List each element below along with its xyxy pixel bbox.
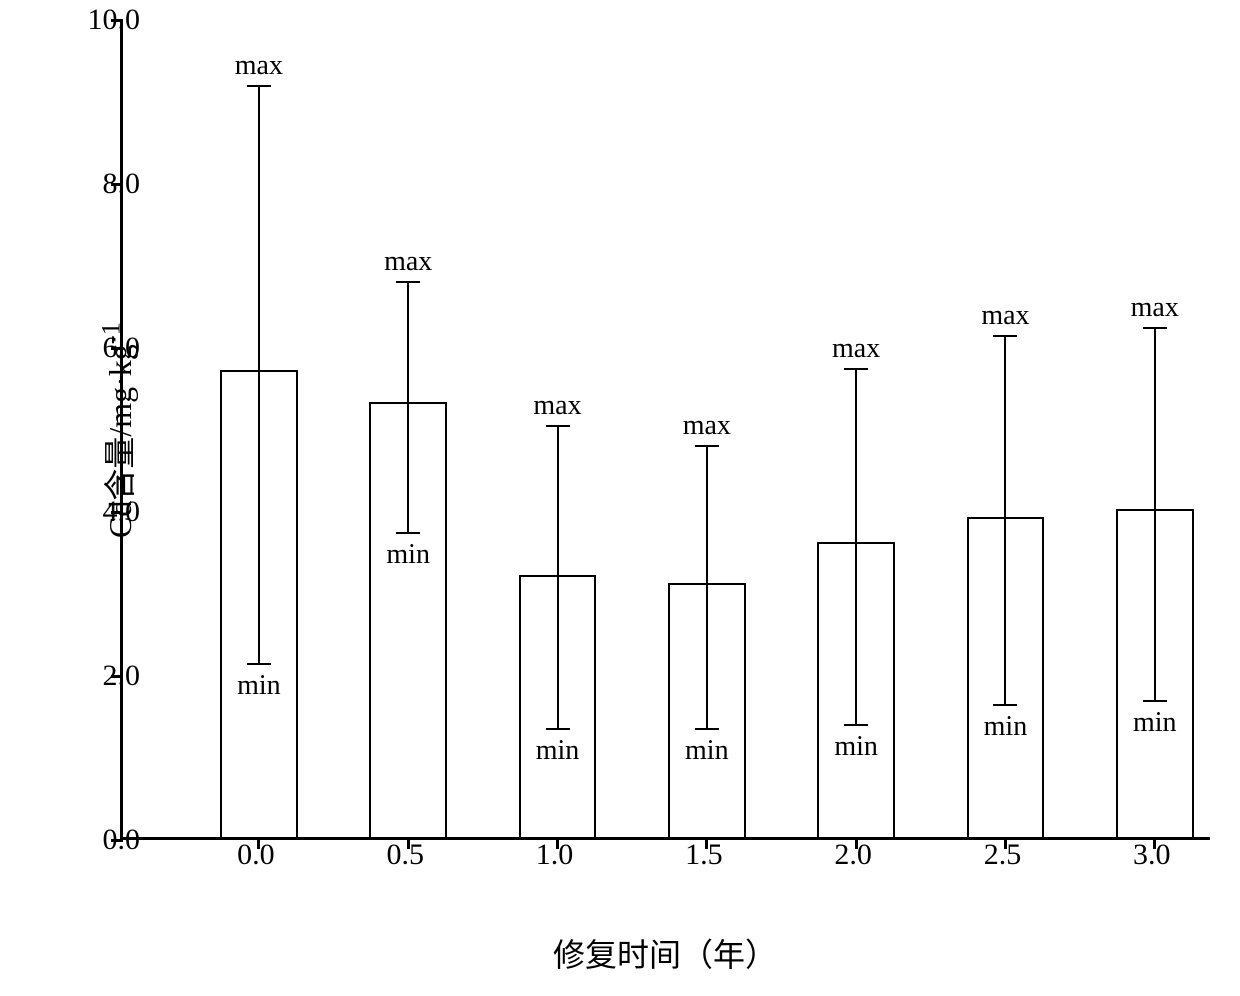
- y-tick-label: 4.0: [103, 495, 141, 529]
- error-cap: [396, 532, 420, 534]
- error-cap: [844, 724, 868, 726]
- error-cap: [695, 728, 719, 730]
- error-cap: [247, 663, 271, 665]
- x-tick-label: 2.5: [984, 838, 1022, 872]
- error-cap: [546, 425, 570, 427]
- max-label: max: [683, 410, 731, 442]
- error-cap: [546, 728, 570, 730]
- error-bar: [1004, 336, 1006, 705]
- error-cap: [1143, 700, 1167, 702]
- min-label: min: [386, 539, 430, 571]
- x-tick-label: 0.0: [237, 838, 275, 872]
- error-cap: [993, 335, 1017, 337]
- error-bar: [1154, 328, 1156, 701]
- x-tick-label: 2.0: [834, 838, 872, 872]
- error-cap: [844, 368, 868, 370]
- chart-container: max min max min max min max min max min max min max m…: [120, 20, 1210, 840]
- error-cap: [247, 85, 271, 87]
- y-tick-label: 0.0: [103, 823, 141, 857]
- error-cap: [396, 281, 420, 283]
- x-tick-label: 3.0: [1133, 838, 1171, 872]
- max-label: max: [981, 300, 1029, 332]
- min-label: min: [237, 670, 281, 702]
- error-cap: [695, 445, 719, 447]
- error-cap: [993, 704, 1017, 706]
- error-cap: [1143, 327, 1167, 329]
- y-tick-label: 8.0: [103, 167, 141, 201]
- x-axis-title: 修复时间（年）: [553, 930, 777, 976]
- max-label: max: [832, 333, 880, 365]
- min-label: min: [1133, 707, 1177, 739]
- min-label: min: [536, 735, 580, 767]
- max-label: max: [235, 50, 283, 82]
- min-label: min: [984, 711, 1028, 743]
- x-tick-label: 0.5: [386, 838, 424, 872]
- error-bar: [855, 369, 857, 726]
- min-label: min: [685, 735, 729, 767]
- error-bar: [407, 282, 409, 532]
- plot-area: max min max min max min max min max min max min max m…: [120, 20, 1210, 840]
- max-label: max: [384, 246, 432, 278]
- error-bar: [706, 446, 708, 729]
- y-tick-label: 2.0: [103, 659, 141, 693]
- min-label: min: [834, 731, 878, 763]
- error-bar: [557, 426, 559, 729]
- y-tick-label: 6.0: [103, 331, 141, 365]
- x-tick-label: 1.5: [685, 838, 723, 872]
- max-label: max: [1131, 292, 1179, 324]
- error-bar: [258, 86, 260, 664]
- max-label: max: [533, 390, 581, 422]
- x-tick-label: 1.0: [536, 838, 574, 872]
- y-tick-label: 10.0: [88, 3, 141, 37]
